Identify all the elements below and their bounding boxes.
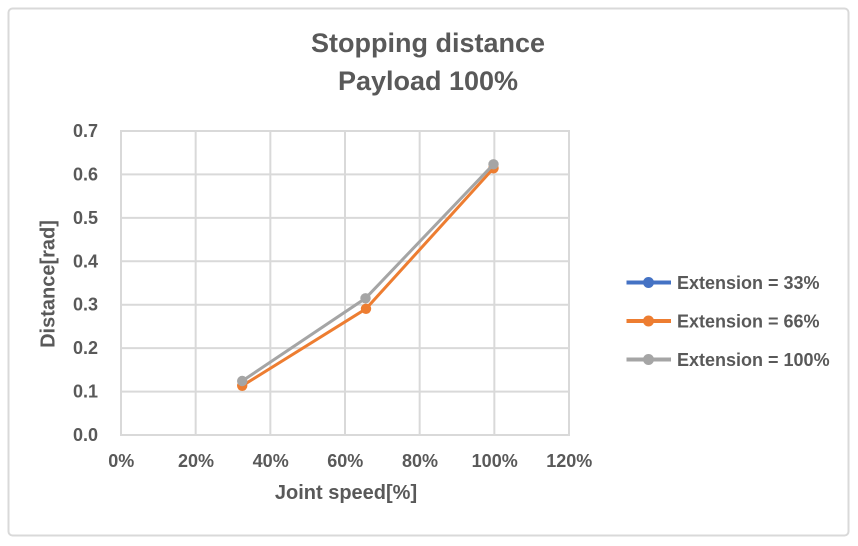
- svg-text:0.4: 0.4: [73, 251, 98, 271]
- svg-text:0.1: 0.1: [73, 382, 98, 402]
- svg-text:Extension = 66%: Extension = 66%: [677, 312, 820, 332]
- svg-text:Distance[rad]: Distance[rad]: [38, 220, 60, 348]
- svg-text:0.0: 0.0: [73, 425, 98, 445]
- svg-text:0%: 0%: [108, 451, 134, 471]
- svg-text:0.5: 0.5: [73, 208, 98, 228]
- svg-text:Stopping distance: Stopping distance: [311, 28, 545, 58]
- svg-text:Extension = 33%: Extension = 33%: [677, 273, 820, 293]
- svg-text:Payload 100%: Payload 100%: [338, 66, 518, 96]
- svg-text:0.2: 0.2: [73, 338, 98, 358]
- svg-text:0.3: 0.3: [73, 295, 98, 315]
- svg-text:Extension = 100%: Extension = 100%: [677, 350, 830, 370]
- svg-text:Joint speed[%]: Joint speed[%]: [275, 482, 417, 504]
- svg-text:60%: 60%: [327, 451, 363, 471]
- svg-text:100%: 100%: [472, 451, 518, 471]
- svg-text:0.6: 0.6: [73, 164, 98, 184]
- svg-text:120%: 120%: [546, 451, 592, 471]
- svg-text:80%: 80%: [402, 451, 438, 471]
- svg-text:20%: 20%: [178, 451, 214, 471]
- svg-text:40%: 40%: [253, 451, 289, 471]
- svg-text:0.7: 0.7: [73, 121, 98, 141]
